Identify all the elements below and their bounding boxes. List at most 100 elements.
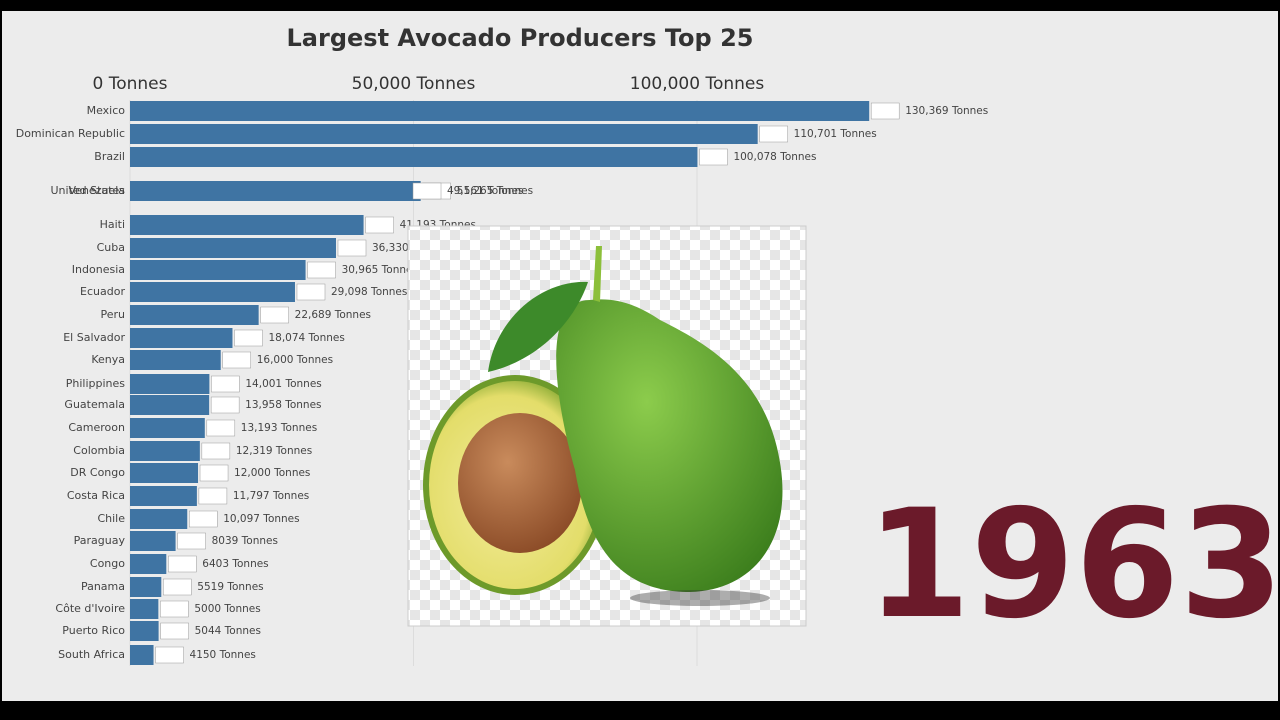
bar xyxy=(130,101,870,121)
bar xyxy=(130,260,306,280)
flag-icon xyxy=(160,600,189,618)
bar xyxy=(130,577,162,597)
bar xyxy=(130,282,295,302)
value-label: 5519 Tonnes xyxy=(197,581,263,593)
bar xyxy=(130,531,176,551)
category-label: Guatemala xyxy=(64,398,125,411)
bar xyxy=(130,599,159,619)
bar xyxy=(130,418,205,438)
value-label: 51,265 Tonnes xyxy=(457,185,533,197)
flag-icon xyxy=(307,261,336,279)
flag-icon xyxy=(155,646,184,664)
value-label: 12,000 Tonnes xyxy=(234,467,310,479)
shadow xyxy=(630,590,770,606)
bar xyxy=(130,124,758,144)
plot-area: 0 Tonnes 50,000 Tonnes 100,000 Tonnes Mexic… xyxy=(16,74,988,666)
category-label: Paraguay xyxy=(74,534,126,547)
bar xyxy=(130,463,199,483)
x-tick-label: 100,000 Tonnes xyxy=(630,74,765,94)
value-label: 29,098 Tonnes xyxy=(331,286,407,298)
bar xyxy=(130,621,159,641)
category-label: Colombia xyxy=(73,444,125,457)
category-label: El Salvador xyxy=(63,331,125,344)
value-label: 100,078 Tonnes xyxy=(733,151,816,163)
value-label: 12,319 Tonnes xyxy=(236,445,312,457)
bar xyxy=(130,486,197,506)
flag-icon xyxy=(168,555,197,573)
flag-icon xyxy=(177,532,206,550)
value-label: 8039 Tonnes xyxy=(212,535,278,547)
bar xyxy=(130,215,364,235)
flag-icon xyxy=(188,510,218,528)
flag-icon xyxy=(699,148,728,166)
category-label: Côte d'Ivoire xyxy=(55,602,125,615)
category-label: Philippines xyxy=(66,377,126,390)
flag-icon xyxy=(870,102,900,120)
flag-icon xyxy=(163,578,192,596)
category-label: Costa Rica xyxy=(67,489,125,502)
value-label: 6403 Tonnes xyxy=(202,558,268,570)
avocado-pit xyxy=(458,413,582,553)
bar xyxy=(130,645,154,665)
year-label: 1963 xyxy=(866,478,1280,652)
category-label: South Africa xyxy=(58,648,125,661)
category-label: Ecuador xyxy=(80,285,125,298)
bar xyxy=(130,181,412,201)
category-label: Puerto Rico xyxy=(62,624,125,637)
category-label: Venezuela xyxy=(69,184,126,197)
flag-icon xyxy=(210,396,240,414)
bar xyxy=(130,305,259,325)
x-tick-label: 0 Tonnes xyxy=(93,74,168,94)
category-label: Peru xyxy=(100,308,125,321)
value-label: 13,958 Tonnes xyxy=(245,399,321,411)
avocado-image xyxy=(407,225,807,627)
flag-icon xyxy=(260,306,289,324)
bar xyxy=(130,238,336,258)
category-label: Haiti xyxy=(100,218,125,231)
bar xyxy=(130,147,698,167)
value-label: 30,965 Tonnes xyxy=(342,264,418,276)
value-label: 10,097 Tonnes xyxy=(223,513,299,525)
flag-icon xyxy=(199,464,229,482)
bar xyxy=(130,328,233,348)
value-label: 16,000 Tonnes xyxy=(257,354,333,366)
value-label: 22,689 Tonnes xyxy=(295,309,371,321)
value-label: 18,074 Tonnes xyxy=(268,332,344,344)
category-label: Cameroon xyxy=(68,421,125,434)
flag-icon xyxy=(365,216,394,234)
value-label: 5044 Tonnes xyxy=(195,625,261,637)
chart-title: Largest Avocado Producers Top 25 xyxy=(287,24,754,52)
flag-icon xyxy=(206,419,236,437)
avocado-stem xyxy=(593,246,602,302)
category-label: United States xyxy=(51,184,126,197)
bar xyxy=(130,441,200,461)
value-label: 4150 Tonnes xyxy=(190,649,256,661)
bar xyxy=(130,395,210,415)
value-label: 14,001 Tonnes xyxy=(245,378,321,390)
category-label: Chile xyxy=(97,512,125,525)
value-label: 110,701 Tonnes xyxy=(794,128,877,140)
flag-icon xyxy=(759,125,788,143)
value-label: 11,797 Tonnes xyxy=(233,490,309,502)
value-label: 49,561 Tonnes xyxy=(447,185,523,197)
flag-icon xyxy=(222,351,251,369)
category-label: Indonesia xyxy=(72,263,125,276)
flag-icon xyxy=(234,329,263,347)
category-label: Cuba xyxy=(97,241,125,254)
category-label: Panama xyxy=(81,580,125,593)
flag-icon xyxy=(412,182,442,200)
value-label: 13,193 Tonnes xyxy=(241,422,317,434)
avocado-whole xyxy=(556,299,783,592)
category-label: Dominican Republic xyxy=(16,127,125,140)
bar xyxy=(130,374,210,394)
category-label: DR Congo xyxy=(70,466,125,479)
flag-icon xyxy=(211,375,240,393)
flag-icon xyxy=(198,487,228,505)
value-label: 5000 Tonnes xyxy=(194,603,260,615)
bar xyxy=(130,554,167,574)
category-label: Congo xyxy=(90,557,125,570)
category-label: Brazil xyxy=(94,150,125,163)
flag-icon xyxy=(201,442,231,460)
